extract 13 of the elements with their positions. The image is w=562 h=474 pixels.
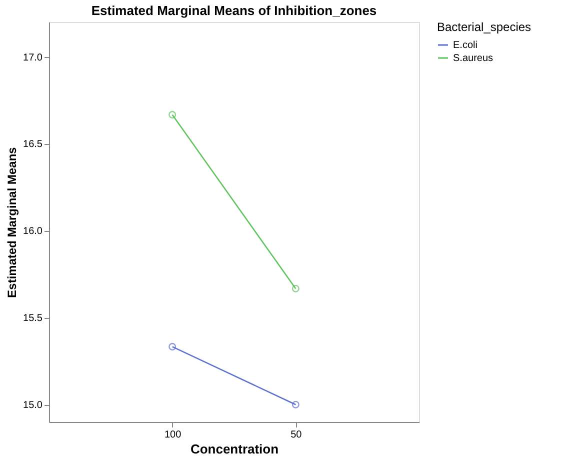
y-tick-label: 15.0: [23, 400, 43, 412]
chart-title: Estimated Marginal Means of Inhibition_zones: [91, 3, 377, 18]
x-tick-label: 50: [290, 430, 302, 440]
y-tick-label: 17.0: [23, 52, 43, 64]
y-tick-label: 15.5: [23, 313, 43, 324]
legend-label: E.coli: [453, 40, 478, 51]
x-tick-label: 100: [164, 430, 182, 440]
y-tick-label: 16.0: [23, 226, 43, 238]
legend-label: S.aureus: [453, 53, 494, 64]
legend-title: Bacterial_species: [437, 20, 532, 34]
y-tick-label: 16.5: [23, 139, 43, 150]
x-axis-title: Concentration: [190, 442, 279, 456]
y-axis-title: Estimated Marginal Means: [5, 146, 20, 298]
